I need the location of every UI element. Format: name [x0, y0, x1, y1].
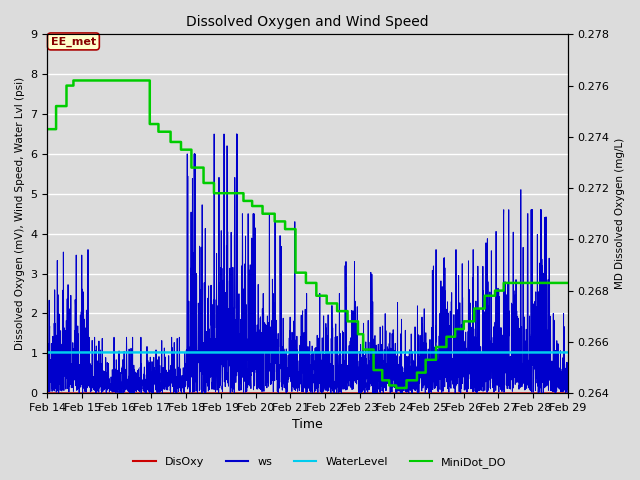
Legend: DisOxy, ws, WaterLevel, MiniDot_DO: DisOxy, ws, WaterLevel, MiniDot_DO — [129, 452, 511, 472]
X-axis label: Time: Time — [292, 419, 323, 432]
Y-axis label: Dissolved Oxygen (mV), Wind Speed, Water Lvl (psi): Dissolved Oxygen (mV), Wind Speed, Water… — [15, 77, 25, 350]
Title: Dissolved Oxygen and Wind Speed: Dissolved Oxygen and Wind Speed — [186, 15, 429, 29]
Text: EE_met: EE_met — [51, 36, 96, 47]
Y-axis label: MD Dissolved Oxygen (mg/L): MD Dissolved Oxygen (mg/L) — [615, 138, 625, 289]
